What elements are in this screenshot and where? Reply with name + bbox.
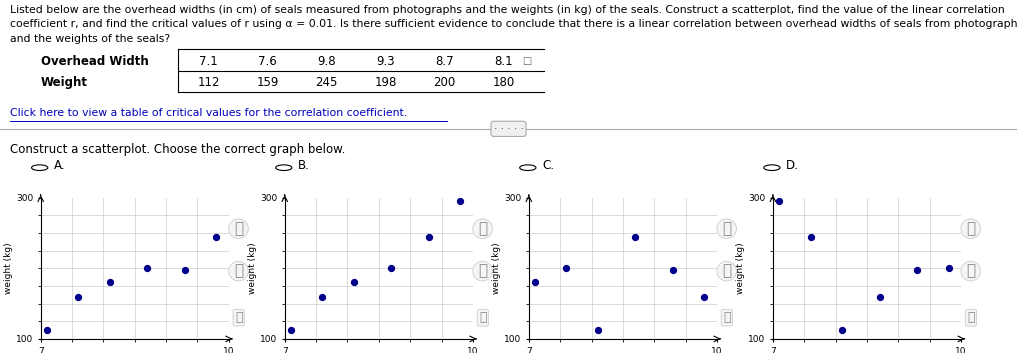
Text: ⧉: ⧉ <box>723 311 730 324</box>
Text: Listed below are the overhead widths (in cm) of seals measured from photographs : Listed below are the overhead widths (in… <box>10 5 1005 15</box>
Point <box>872 294 888 300</box>
Text: □: □ <box>522 56 531 66</box>
Point <box>102 280 118 285</box>
Point <box>802 234 819 239</box>
Text: A.: A. <box>54 159 65 172</box>
Point <box>627 234 644 239</box>
Text: ⌕: ⌕ <box>722 221 731 236</box>
Text: 7.1: 7.1 <box>199 55 218 68</box>
Point <box>177 267 193 273</box>
Y-axis label: weight (kg): weight (kg) <box>248 243 257 294</box>
Text: 8.1: 8.1 <box>494 55 513 68</box>
Text: ⌕: ⌕ <box>966 264 975 279</box>
Point <box>558 265 575 271</box>
Y-axis label: weight (kg): weight (kg) <box>736 243 745 294</box>
Point <box>697 294 713 300</box>
Y-axis label: weight (kg): weight (kg) <box>492 243 501 294</box>
Point <box>314 294 331 300</box>
Point <box>283 328 299 333</box>
Text: 245: 245 <box>315 76 338 89</box>
Text: 180: 180 <box>492 76 515 89</box>
Text: ⌕: ⌕ <box>234 264 243 279</box>
Text: ⧉: ⧉ <box>479 311 486 324</box>
Point <box>70 294 86 300</box>
Text: Weight: Weight <box>41 76 87 89</box>
Text: ⌕: ⌕ <box>966 221 975 236</box>
Text: Overhead Width: Overhead Width <box>41 55 148 68</box>
Text: coefficient r, and find the critical values of r using α = 0.01. Is there suffic: coefficient r, and find the critical val… <box>10 19 1017 29</box>
Point <box>453 198 469 204</box>
Text: Construct a scatterplot. Choose the correct graph below.: Construct a scatterplot. Choose the corr… <box>10 143 346 156</box>
Point <box>421 234 437 239</box>
Text: and the weights of the seals?: and the weights of the seals? <box>10 34 170 43</box>
Point <box>527 280 543 285</box>
Text: ⌕: ⌕ <box>234 221 243 236</box>
Point <box>139 265 156 271</box>
Point <box>771 198 787 204</box>
Text: 8.7: 8.7 <box>435 55 454 68</box>
Point <box>208 234 225 239</box>
Point <box>590 328 606 333</box>
Text: 9.8: 9.8 <box>317 55 336 68</box>
Text: C.: C. <box>542 159 554 172</box>
Text: 198: 198 <box>374 76 397 89</box>
Y-axis label: weight (kg): weight (kg) <box>4 243 13 294</box>
Text: 7.6: 7.6 <box>258 55 277 68</box>
Point <box>383 265 400 271</box>
Text: · · · · ·: · · · · · <box>493 124 524 134</box>
Text: ⌕: ⌕ <box>478 221 487 236</box>
Text: B.: B. <box>298 159 310 172</box>
Text: Click here to view a table of critical values for the correlation coefficient.: Click here to view a table of critical v… <box>10 108 407 118</box>
Text: ⌕: ⌕ <box>478 264 487 279</box>
Point <box>346 280 362 285</box>
Text: 200: 200 <box>433 76 456 89</box>
Text: 9.3: 9.3 <box>376 55 395 68</box>
Point <box>941 265 957 271</box>
Point <box>834 328 850 333</box>
Point <box>909 267 925 273</box>
Text: ⧉: ⧉ <box>235 311 242 324</box>
Text: ⧉: ⧉ <box>967 311 974 324</box>
Text: 159: 159 <box>256 76 279 89</box>
Text: 112: 112 <box>197 76 220 89</box>
Point <box>39 328 55 333</box>
Text: ⌕: ⌕ <box>722 264 731 279</box>
Text: D.: D. <box>786 159 799 172</box>
Point <box>665 267 681 273</box>
